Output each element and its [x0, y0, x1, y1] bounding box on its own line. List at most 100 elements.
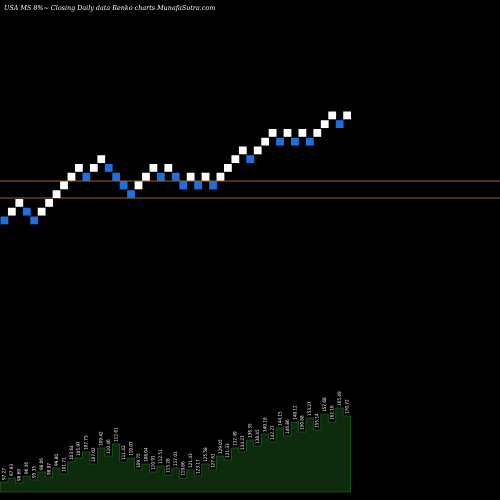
renko-brick — [15, 199, 24, 207]
renko-brick — [328, 111, 337, 120]
renko-brick — [224, 164, 232, 172]
renko-brick — [45, 199, 53, 207]
renko-brick — [283, 129, 292, 137]
renko-brick — [268, 129, 277, 137]
volume-label: 98.97 — [46, 463, 51, 475]
renko-brick — [89, 164, 98, 172]
volume-label: 138.45 — [255, 429, 260, 444]
renko-brick — [343, 111, 351, 120]
renko-brick — [149, 164, 158, 172]
volume-label: 108.04 — [143, 447, 148, 462]
volume-label: 146.86 — [285, 419, 290, 434]
renko-brick — [164, 164, 173, 172]
renko-brick — [209, 181, 217, 190]
volume-label: 148.12 — [292, 405, 297, 420]
volume-label: 110.07 — [128, 441, 133, 456]
volume-label: 123.17 — [195, 459, 200, 474]
renko-bricks — [0, 111, 351, 225]
volume-label: 136.35 — [248, 423, 253, 438]
renko-brick — [253, 146, 262, 155]
volume-label: 98.06 — [39, 458, 44, 470]
volume-label: 97.27 — [2, 468, 7, 480]
renko-brick — [186, 172, 195, 181]
volume-label: 129.05 — [218, 439, 223, 454]
volume-label: 157.68 — [322, 397, 327, 412]
volume-label: 144.15 — [277, 411, 282, 426]
volume-label: 112.51 — [158, 449, 163, 464]
renko-brick — [142, 172, 150, 181]
renko-brick — [60, 181, 68, 190]
renko-brick — [67, 172, 76, 181]
renko-brick — [119, 181, 128, 190]
volume-label: 165.49 — [337, 391, 342, 406]
volume-label: 97.93 — [9, 464, 14, 476]
volume-label: 127.61 — [210, 453, 215, 468]
volume-label: 155.14 — [315, 413, 320, 428]
renko-brick — [82, 172, 91, 181]
renko-brick — [298, 129, 307, 137]
volume-label: 110.46 — [106, 439, 111, 454]
renko-brick — [112, 172, 121, 181]
renko-brick — [127, 190, 135, 199]
volume-label: 117.01 — [173, 451, 178, 466]
renko-brick — [75, 164, 83, 172]
volume-label: 109.42 — [99, 431, 104, 446]
renko-brick — [335, 120, 344, 129]
volume-label: 107.75 — [84, 435, 89, 450]
renko-brick — [305, 137, 314, 146]
volume-label: 170.72 — [344, 399, 349, 414]
renko-brick — [134, 181, 143, 190]
volume-label: 119.86 — [181, 461, 186, 476]
volume-label: 150.88 — [300, 415, 305, 430]
renko-brick — [246, 155, 255, 164]
reference-lines — [0, 180, 500, 199]
volume-label: 107.02 — [91, 447, 96, 462]
renko-brick — [194, 181, 202, 190]
renko-brick — [37, 207, 46, 216]
volume-label: 132.49 — [233, 431, 238, 446]
volume-label: 140.18 — [262, 417, 267, 432]
renko-brick — [22, 207, 31, 216]
volume-label: 131.33 — [225, 443, 230, 458]
volume-label: 125.58 — [203, 447, 208, 462]
renko-brick — [276, 137, 284, 146]
volume-label: 162.16 — [330, 405, 335, 420]
volume-label: 103.64 — [69, 445, 74, 460]
renko-brick — [320, 120, 329, 129]
volume-label: 105.97 — [76, 441, 81, 456]
renko-brick — [52, 190, 61, 199]
volume-label: 134.27 — [240, 435, 245, 450]
volume-label: 115.28 — [166, 458, 171, 473]
renko-brick — [156, 172, 165, 181]
volume-label: 153.27 — [307, 401, 312, 416]
volume-area — [0, 407, 352, 493]
chart-title: USA MS 8%~ Closing Daily data Renko char… — [4, 4, 215, 12]
volume-label: 101.71 — [61, 457, 66, 472]
renko-brick — [97, 155, 106, 164]
volume-label: 112.61 — [113, 427, 118, 442]
volume-label: 98.60 — [17, 469, 22, 481]
volume-label: 95.35 — [32, 466, 37, 478]
renko-brick — [261, 137, 270, 146]
renko-brick — [291, 137, 299, 146]
renko-brick — [216, 172, 225, 181]
renko-brick — [179, 181, 188, 190]
renko-brick — [7, 207, 16, 216]
renko-brick — [0, 216, 9, 225]
volume-label: 99.80 — [54, 454, 59, 466]
volume-label: 110.91 — [151, 455, 156, 470]
volume-label: 109.75 — [136, 453, 141, 468]
volume-label: 142.27 — [270, 425, 275, 440]
volume-label: 121.43 — [188, 453, 193, 468]
volume-label: 111.42 — [121, 445, 126, 460]
renko-brick — [30, 216, 39, 225]
renko-brick — [201, 172, 210, 181]
renko-brick — [238, 146, 247, 155]
renko-brick — [231, 155, 240, 164]
renko-brick — [171, 172, 180, 181]
volume-label: 96.36 — [24, 462, 29, 474]
renko-brick — [104, 164, 113, 172]
